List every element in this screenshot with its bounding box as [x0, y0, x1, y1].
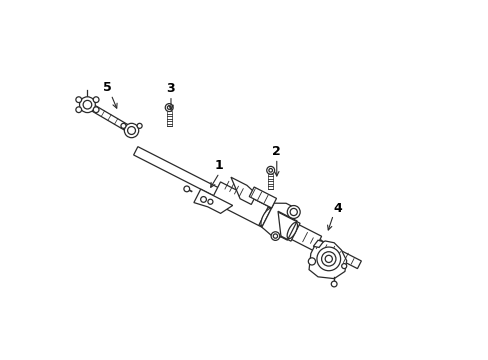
Polygon shape: [262, 203, 295, 237]
Polygon shape: [133, 147, 224, 199]
Polygon shape: [194, 189, 232, 213]
Circle shape: [270, 232, 279, 240]
Text: 2: 2: [272, 145, 281, 158]
Ellipse shape: [286, 222, 297, 239]
Polygon shape: [308, 241, 346, 279]
Polygon shape: [85, 102, 133, 133]
Polygon shape: [267, 174, 273, 189]
Circle shape: [316, 247, 340, 271]
Circle shape: [124, 123, 139, 138]
Circle shape: [137, 123, 142, 129]
Polygon shape: [299, 231, 361, 269]
Text: 4: 4: [333, 202, 342, 215]
Polygon shape: [166, 111, 171, 126]
Polygon shape: [313, 240, 323, 247]
Circle shape: [207, 199, 212, 204]
Polygon shape: [230, 177, 256, 204]
Circle shape: [200, 197, 206, 202]
Text: 3: 3: [166, 82, 175, 95]
Circle shape: [76, 97, 81, 103]
Circle shape: [273, 234, 277, 238]
Circle shape: [268, 168, 272, 172]
Polygon shape: [210, 182, 297, 240]
Circle shape: [266, 166, 274, 174]
Circle shape: [325, 255, 332, 262]
Circle shape: [321, 252, 335, 266]
Polygon shape: [275, 217, 321, 251]
Circle shape: [167, 106, 171, 109]
Text: 1: 1: [215, 159, 224, 172]
Circle shape: [183, 186, 189, 192]
Circle shape: [93, 107, 99, 113]
Circle shape: [76, 107, 81, 113]
Circle shape: [289, 208, 297, 216]
Circle shape: [80, 97, 95, 113]
Circle shape: [93, 97, 99, 103]
Circle shape: [121, 123, 126, 129]
Ellipse shape: [261, 208, 272, 227]
Circle shape: [286, 206, 300, 219]
Polygon shape: [249, 187, 276, 208]
Circle shape: [127, 127, 135, 134]
Polygon shape: [259, 207, 300, 241]
Circle shape: [341, 264, 346, 269]
Circle shape: [308, 258, 315, 265]
Circle shape: [330, 281, 336, 287]
Circle shape: [165, 104, 173, 112]
Text: 5: 5: [103, 81, 112, 94]
Circle shape: [83, 100, 92, 109]
